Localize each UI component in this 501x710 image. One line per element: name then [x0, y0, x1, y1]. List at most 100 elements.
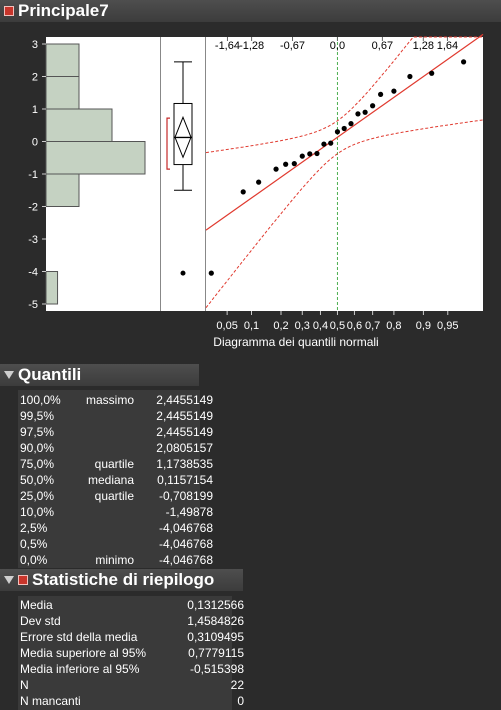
summary-stat-label: Media inferiore al 95%	[20, 662, 140, 676]
quantile-data-point	[348, 121, 354, 127]
quantile-percent: 2,5%	[20, 521, 48, 535]
red-triangle-menu-icon[interactable]	[18, 575, 28, 585]
quantile-data-point	[391, 88, 397, 94]
top-tick-label: 0,0	[330, 40, 345, 52]
histogram-bar	[45, 43, 80, 77]
y-tick-label: -3	[28, 234, 38, 246]
quantile-value: 2,4455149	[156, 409, 213, 423]
quantile-label: quartile	[94, 457, 134, 471]
quantile-data-point	[362, 109, 368, 115]
summary-stat-value: 22	[230, 678, 244, 692]
quantile-label: massimo	[85, 393, 134, 407]
quantile-data-point	[378, 91, 384, 97]
quantile-row: 2,5% -4,046768	[18, 520, 213, 536]
quantile-value: 0,1157154	[157, 473, 213, 487]
summary-stat-value: 0	[237, 694, 244, 708]
quantile-value: 2,4455149	[156, 425, 213, 439]
summary-stat-row: Media inferiore al 95% -0,515398	[18, 661, 244, 677]
summary-stat-label: Dev std	[20, 614, 61, 628]
quantile-data-point	[256, 179, 262, 185]
quantile-percent: 100,0%	[20, 393, 61, 407]
histogram-bar	[45, 271, 59, 305]
quantile-data-point	[273, 166, 279, 172]
summary-stat-row: Errore std della media 0,3109495	[18, 629, 244, 645]
quantili-title: Quantili	[18, 365, 82, 384]
summary-stat-value: 0,3109495	[187, 630, 244, 644]
bottom-tick-label: 0,8	[386, 320, 401, 332]
quantile-data-point	[299, 153, 305, 159]
top-tick-label: 0,67	[372, 40, 393, 52]
quantile-row: 75,0% quartile 1,1738535	[18, 456, 213, 472]
quantile-data-point	[407, 73, 413, 80]
summary-stat-value: -0,515398	[189, 662, 244, 676]
quantile-row: 0,5% -4,046768	[18, 536, 213, 552]
quantile-percent: 10,0%	[20, 505, 55, 519]
quantile-row: 25,0% quartile -0,708199	[18, 488, 213, 504]
distribution-header: Principale7	[0, 0, 501, 22]
quantile-percent: 75,0%	[20, 457, 55, 471]
quantile-percent: 25,0%	[20, 489, 55, 503]
red-triangle-menu-icon[interactable]	[4, 6, 14, 16]
normal-fit-line	[205, 33, 484, 231]
summary-stat-value: 1,4584826	[187, 614, 244, 628]
histogram-bar	[45, 76, 80, 110]
quantile-percent: 90,0%	[20, 441, 55, 455]
boxplot-mean-diamond	[174, 115, 192, 159]
quantile-data-point	[429, 70, 435, 76]
disclosure-triangle-icon[interactable]	[4, 371, 14, 379]
bottom-tick-label: 0,05	[216, 320, 237, 332]
top-tick-label: 1,64	[437, 40, 458, 52]
summary-stat-row: Dev std 1,4584826	[18, 613, 244, 629]
quantile-label: mediana	[87, 473, 134, 487]
boxplot-outlier-point	[180, 270, 186, 276]
bottom-tick-label: 0,3	[295, 320, 310, 332]
y-tick-label: -5	[28, 299, 38, 311]
quantile-value: -0,708199	[158, 489, 213, 503]
summary-stat-row: Media 0,1312566	[18, 597, 244, 613]
bottom-tick-label: 0,95	[437, 320, 458, 332]
summary-stat-value: 0,1312566	[187, 598, 244, 612]
quantile-data-point	[208, 270, 214, 276]
bottom-tick-label: 0,9	[416, 320, 431, 332]
y-tick-label: 1	[32, 104, 38, 116]
shortest-half-bracket	[166, 117, 170, 170]
boxplot-box	[173, 102, 193, 166]
quantile-value: 2,4455149	[156, 393, 213, 407]
confidence-band-upper	[205, 36, 483, 154]
quantile-data-point	[314, 150, 320, 157]
quantile-row: 50,0% mediana 0,1157154	[18, 472, 213, 488]
quantile-value: 2,0805157	[156, 441, 213, 455]
y-tick-label: -1	[28, 169, 38, 181]
bottom-tick-label: 0,1	[244, 320, 259, 332]
summary-stat-row: N mancanti 0	[18, 693, 244, 709]
summary-stat-label: Errore std della media	[20, 630, 138, 644]
quantile-row: 10,0% -1,49878	[18, 504, 213, 520]
quantile-data-point	[283, 161, 289, 167]
quantile-data-point	[355, 111, 361, 117]
y-tick-label: -4	[28, 267, 38, 279]
confidence-band-lower	[205, 119, 484, 309]
summary-stat-label: N	[20, 678, 29, 692]
quantile-data-point	[341, 125, 347, 132]
quantile-value: -4,046768	[158, 537, 213, 551]
bottom-tick-label: 0,4	[313, 320, 328, 332]
quantile-row: 0,0% minimo -4,046768	[18, 552, 213, 568]
quantile-row: 99,5% 2,4455149	[18, 408, 213, 424]
top-tick-label: 1,28	[413, 40, 434, 52]
quantile-data-point	[334, 129, 341, 135]
bottom-tick-label: 0,2	[273, 320, 288, 332]
quantile-row: 90,0% 2,0805157	[18, 440, 213, 456]
quantile-data-point	[370, 103, 376, 109]
quantili-header[interactable]: Quantili	[0, 364, 199, 386]
y-tick-label: 3	[32, 39, 38, 51]
summary-stat-row: N 22	[18, 677, 244, 693]
statistiche-header[interactable]: Statistiche di riepilogo	[0, 569, 243, 591]
summary-stat-label: N mancanti	[20, 694, 81, 708]
quantile-data-point	[328, 140, 334, 146]
summary-stat-label: Media	[20, 598, 53, 612]
quantile-value: 1,1738535	[156, 457, 213, 471]
disclosure-triangle-icon[interactable]	[4, 576, 14, 584]
summary-stat-label: Media superiore al 95%	[20, 646, 147, 660]
bottom-tick-label: 0,7	[365, 320, 380, 332]
quantile-data-point	[291, 161, 297, 167]
